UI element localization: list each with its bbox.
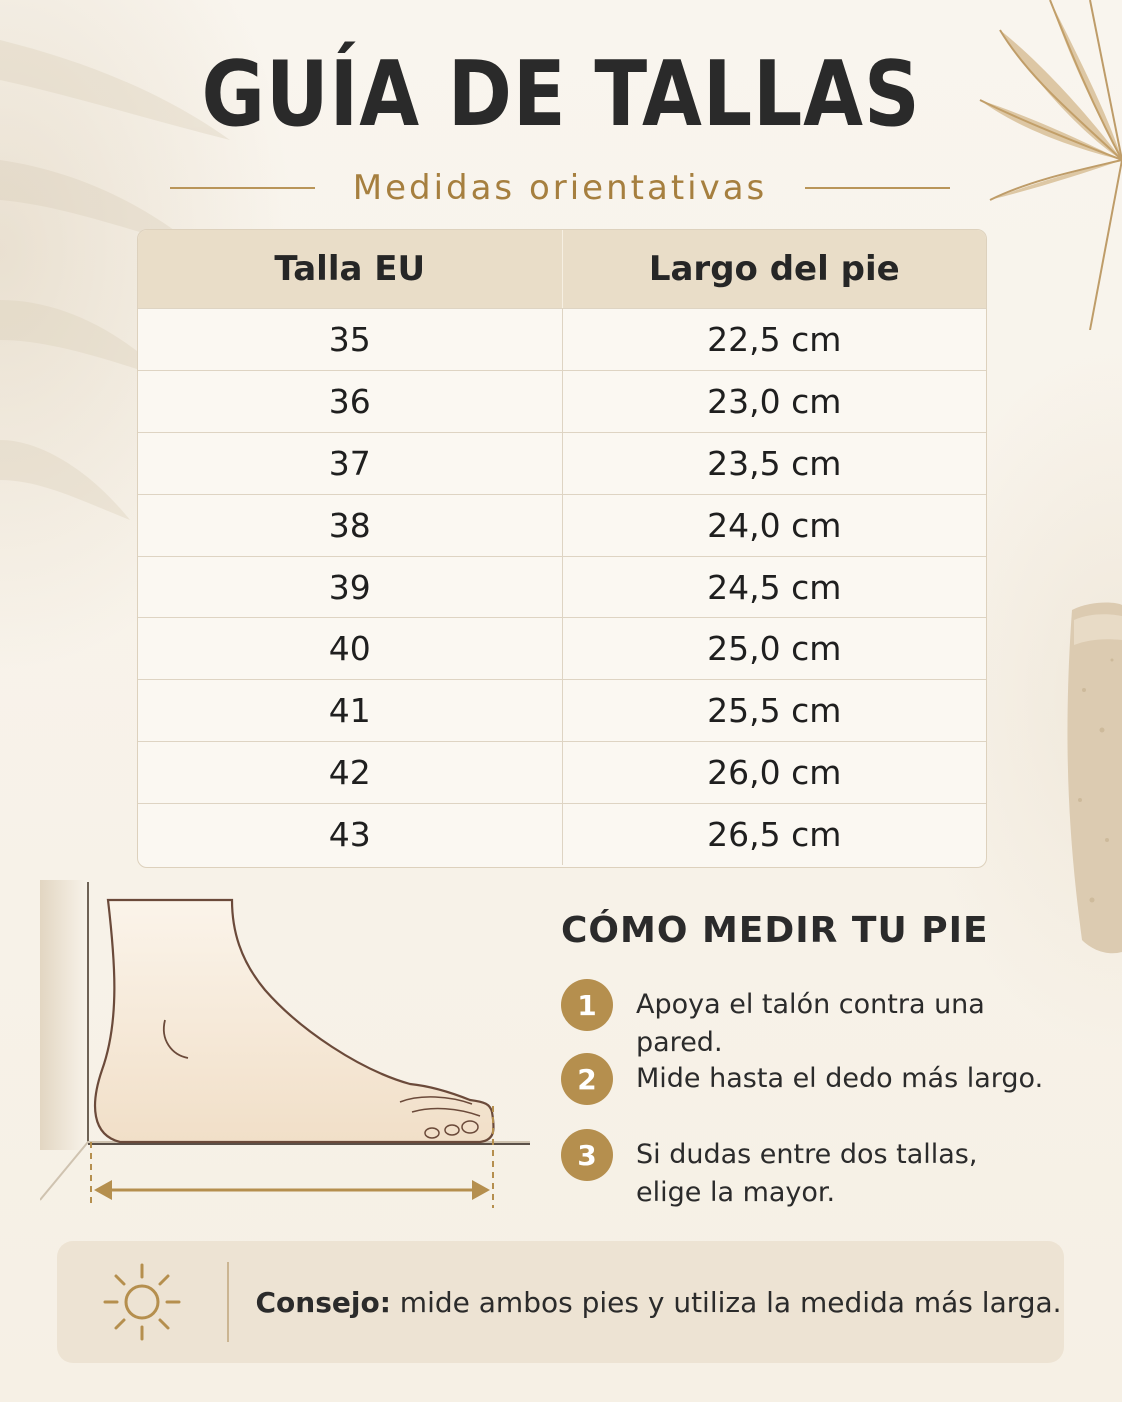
tip-box: Consejo: mide ambos pies y utiliza la me… <box>57 1241 1064 1363</box>
toe-shape <box>461 1120 479 1134</box>
table-row: 41 25,5 cm <box>138 679 987 742</box>
step-text: Apoya el talón contra una pared. <box>636 989 985 1058</box>
step-item: 1 Apoya el talón contra una pared. <box>561 979 1076 1062</box>
tip-label: Consejo: <box>255 1285 391 1319</box>
step-text: Mide hasta el dedo más largo. <box>636 1063 1044 1094</box>
table-row: 38 24,0 cm <box>138 493 987 556</box>
column-header-size: Talla EU <box>274 249 426 289</box>
toe-shape <box>444 1124 460 1136</box>
table-row: 37 23,5 cm <box>138 431 987 494</box>
length-cell: 24,0 cm <box>561 494 987 556</box>
size-cell: 41 <box>328 691 371 731</box>
size-cell: 42 <box>328 753 371 793</box>
sun-icon <box>57 1241 227 1363</box>
page-subtitle: Medidas orientativas <box>352 168 768 208</box>
toe-line <box>411 1107 481 1117</box>
size-cell: 38 <box>328 505 371 545</box>
step-number-badge: 2 <box>561 1053 613 1105</box>
tip-message: mide ambos pies y utiliza la medida más … <box>390 1285 1062 1319</box>
size-cell: 39 <box>328 567 371 607</box>
toe-line <box>399 1096 473 1105</box>
table-row: 40 25,0 cm <box>138 617 987 680</box>
table-row: 42 26,0 cm <box>138 741 987 804</box>
page-title: GUÍA DE TALLAS <box>201 42 921 147</box>
size-table: Talla EU Largo del pie 35 22,5 cm 36 23,… <box>137 229 987 868</box>
size-cell: 36 <box>328 381 371 421</box>
length-cell: 22,5 cm <box>561 309 987 370</box>
table-row: 43 26,5 cm <box>138 803 987 866</box>
size-cell: 37 <box>328 443 371 483</box>
length-cell: 25,0 cm <box>561 618 987 680</box>
step-number-badge: 3 <box>561 1129 613 1181</box>
toe-shape <box>424 1127 440 1139</box>
step-text: Si dudas entre dos tallas, elige la mayo… <box>636 1139 978 1208</box>
subtitle-divider-right <box>805 187 950 189</box>
arrow-head-right-icon <box>472 1180 490 1200</box>
howto-title: CÓMO MEDIR TU PIE <box>561 910 989 951</box>
step-item: 2 Mide hasta el dedo más largo. <box>561 1053 1076 1105</box>
subtitle-divider-left <box>170 187 315 189</box>
table-row: 39 24,5 cm <box>138 555 987 618</box>
size-cell: 43 <box>328 815 371 855</box>
length-cell: 26,0 cm <box>561 742 987 804</box>
foot-measure-illustration <box>40 880 530 1208</box>
wall-shape <box>40 880 88 1150</box>
table-header: Talla EU Largo del pie <box>138 230 986 308</box>
step-number-badge: 1 <box>561 979 613 1031</box>
length-cell: 23,0 cm <box>561 370 987 432</box>
table-row: 35 22,5 cm <box>138 308 986 370</box>
length-cell: 25,5 cm <box>561 680 987 742</box>
arrow-head-left-icon <box>94 1180 112 1200</box>
tip-text: Consejo: mide ambos pies y utiliza la me… <box>256 1286 1062 1319</box>
subtitle-row: Medidas orientativas <box>170 164 950 212</box>
foot-shape <box>93 898 495 1144</box>
size-cell: 40 <box>328 629 371 669</box>
step-item: 3 Si dudas entre dos tallas, elige la ma… <box>561 1129 1016 1212</box>
length-cell: 24,5 cm <box>561 556 987 618</box>
column-header-length: Largo del pie <box>561 230 987 308</box>
size-cell: 35 <box>328 319 371 359</box>
length-cell: 26,5 cm <box>561 804 987 866</box>
tip-divider <box>227 1262 229 1342</box>
table-row: 36 23,0 cm <box>138 369 987 432</box>
length-cell: 23,5 cm <box>561 432 987 494</box>
ankle-line <box>162 1019 189 1059</box>
